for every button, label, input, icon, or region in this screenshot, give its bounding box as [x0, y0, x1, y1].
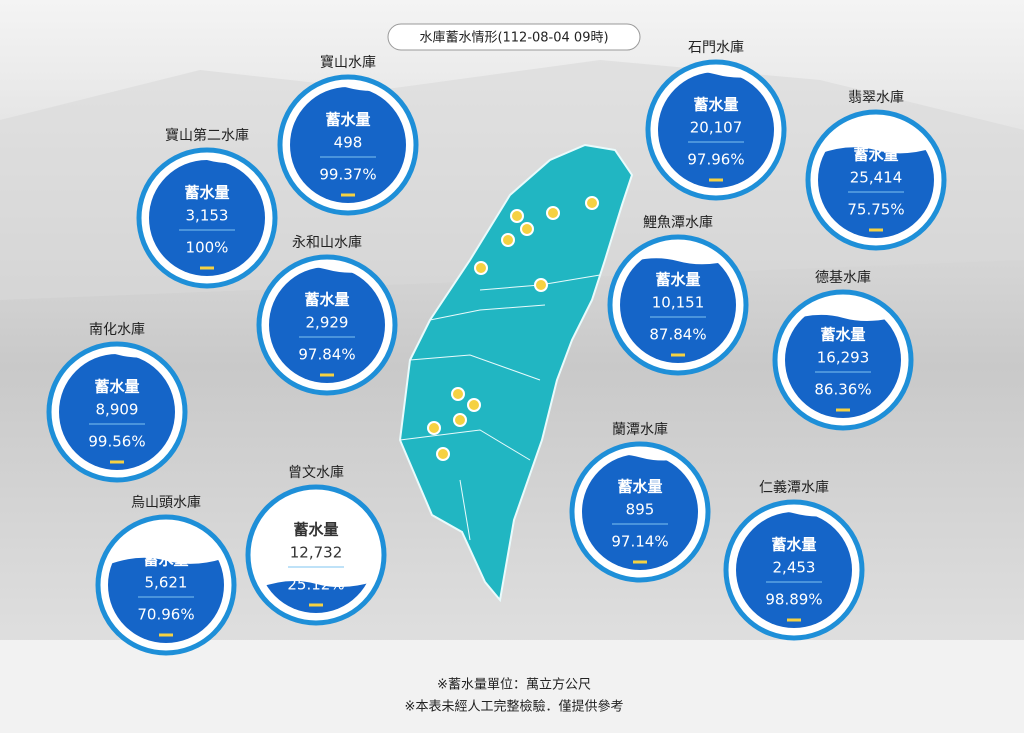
reservoir-name: 石門水庫 [688, 39, 744, 56]
volume: 16,293 [817, 349, 870, 367]
volume: 12,732 [290, 544, 343, 562]
dot [453, 413, 467, 427]
volume: 25,414 [850, 169, 903, 187]
percent: 99.37% [319, 166, 376, 184]
water-level [785, 313, 901, 418]
volume: 895 [626, 501, 655, 519]
volume: 2,453 [773, 559, 816, 577]
volume-label: 蓄水量 [853, 146, 898, 164]
dot [546, 206, 560, 220]
dot [585, 196, 599, 210]
reservoir-name: 寶山水庫 [320, 54, 376, 71]
reservoir-name: 永和山水庫 [292, 234, 362, 251]
percent: 75.75% [847, 201, 904, 219]
volume-label: 蓄水量 [693, 96, 738, 114]
percent: 97.14% [611, 533, 668, 551]
volume: 10,151 [652, 294, 705, 312]
percent: 97.84% [298, 346, 355, 364]
reservoir-name: 翡翠水庫 [848, 89, 904, 106]
volume-label: 蓄水量 [655, 271, 700, 289]
volume: 2,929 [306, 314, 349, 332]
reservoir-name: 寶山第二水庫 [165, 127, 249, 144]
title: 水庫蓄水情形(112-08-04 09時) [419, 31, 608, 46]
volume-label: 蓄水量 [184, 184, 229, 202]
dot [474, 261, 488, 275]
dot [520, 222, 534, 236]
note: ※蓄水量單位：萬立方公尺 [437, 677, 591, 693]
reservoir-name: 烏山頭水庫 [131, 494, 201, 511]
water-level [290, 87, 406, 203]
volume-label: 蓄水量 [293, 521, 338, 539]
water-level [818, 146, 934, 238]
water-level [658, 72, 774, 188]
percent: 70.96% [137, 606, 194, 624]
volume-label: 蓄水量 [94, 378, 139, 396]
percent: 87.84% [649, 326, 706, 344]
volume-label: 蓄水量 [820, 326, 865, 344]
volume-label: 蓄水量 [325, 111, 370, 129]
note: ※本表未經人工完整檢驗．僅提供參考 [405, 699, 624, 715]
volume: 8,909 [96, 401, 139, 419]
water-level [108, 556, 224, 643]
dot [451, 387, 465, 401]
dot [534, 278, 548, 292]
reservoir-name: 蘭潭水庫 [612, 421, 668, 438]
volume: 3,153 [186, 207, 229, 225]
water-level [582, 454, 698, 570]
water-level [149, 160, 265, 276]
water-level [269, 267, 385, 383]
percent: 86.36% [814, 381, 871, 399]
volume-label: 蓄水量 [304, 291, 349, 309]
percent: 98.89% [765, 591, 822, 609]
percent: 99.56% [88, 433, 145, 451]
title-box [387, 23, 641, 51]
water-level [59, 354, 175, 470]
volume-label: 蓄水量 [143, 551, 188, 569]
volume-label: 蓄水量 [771, 536, 816, 554]
volume-label: 蓄水量 [617, 478, 662, 496]
taiwan-map [398, 143, 634, 603]
dot [436, 447, 450, 461]
reservoir-name: 鯉魚潭水庫 [643, 214, 713, 231]
reservoir-name: 德基水庫 [815, 269, 871, 286]
percent: 97.96% [687, 151, 744, 169]
volume: 498 [334, 134, 363, 152]
dot [467, 398, 481, 412]
volume: 20,107 [690, 119, 743, 137]
dot [501, 233, 515, 247]
dot [510, 209, 524, 223]
percent: 100% [186, 239, 229, 257]
volume: 5,621 [145, 574, 188, 592]
water-level [736, 512, 852, 628]
dot [427, 421, 441, 435]
footer-band [0, 640, 1024, 733]
percent: 25.12% [287, 576, 344, 594]
water-level [620, 257, 736, 363]
reservoir-name: 曾文水庫 [288, 464, 344, 481]
reservoir-name: 南化水庫 [89, 321, 145, 338]
map-shape [398, 143, 634, 603]
reservoir-name: 仁義潭水庫 [759, 479, 829, 496]
